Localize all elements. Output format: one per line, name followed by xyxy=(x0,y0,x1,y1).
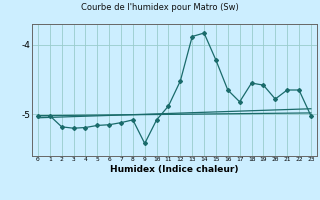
X-axis label: Humidex (Indice chaleur): Humidex (Indice chaleur) xyxy=(110,165,239,174)
Text: Courbe de l'humidex pour Matro (Sw): Courbe de l'humidex pour Matro (Sw) xyxy=(81,3,239,12)
